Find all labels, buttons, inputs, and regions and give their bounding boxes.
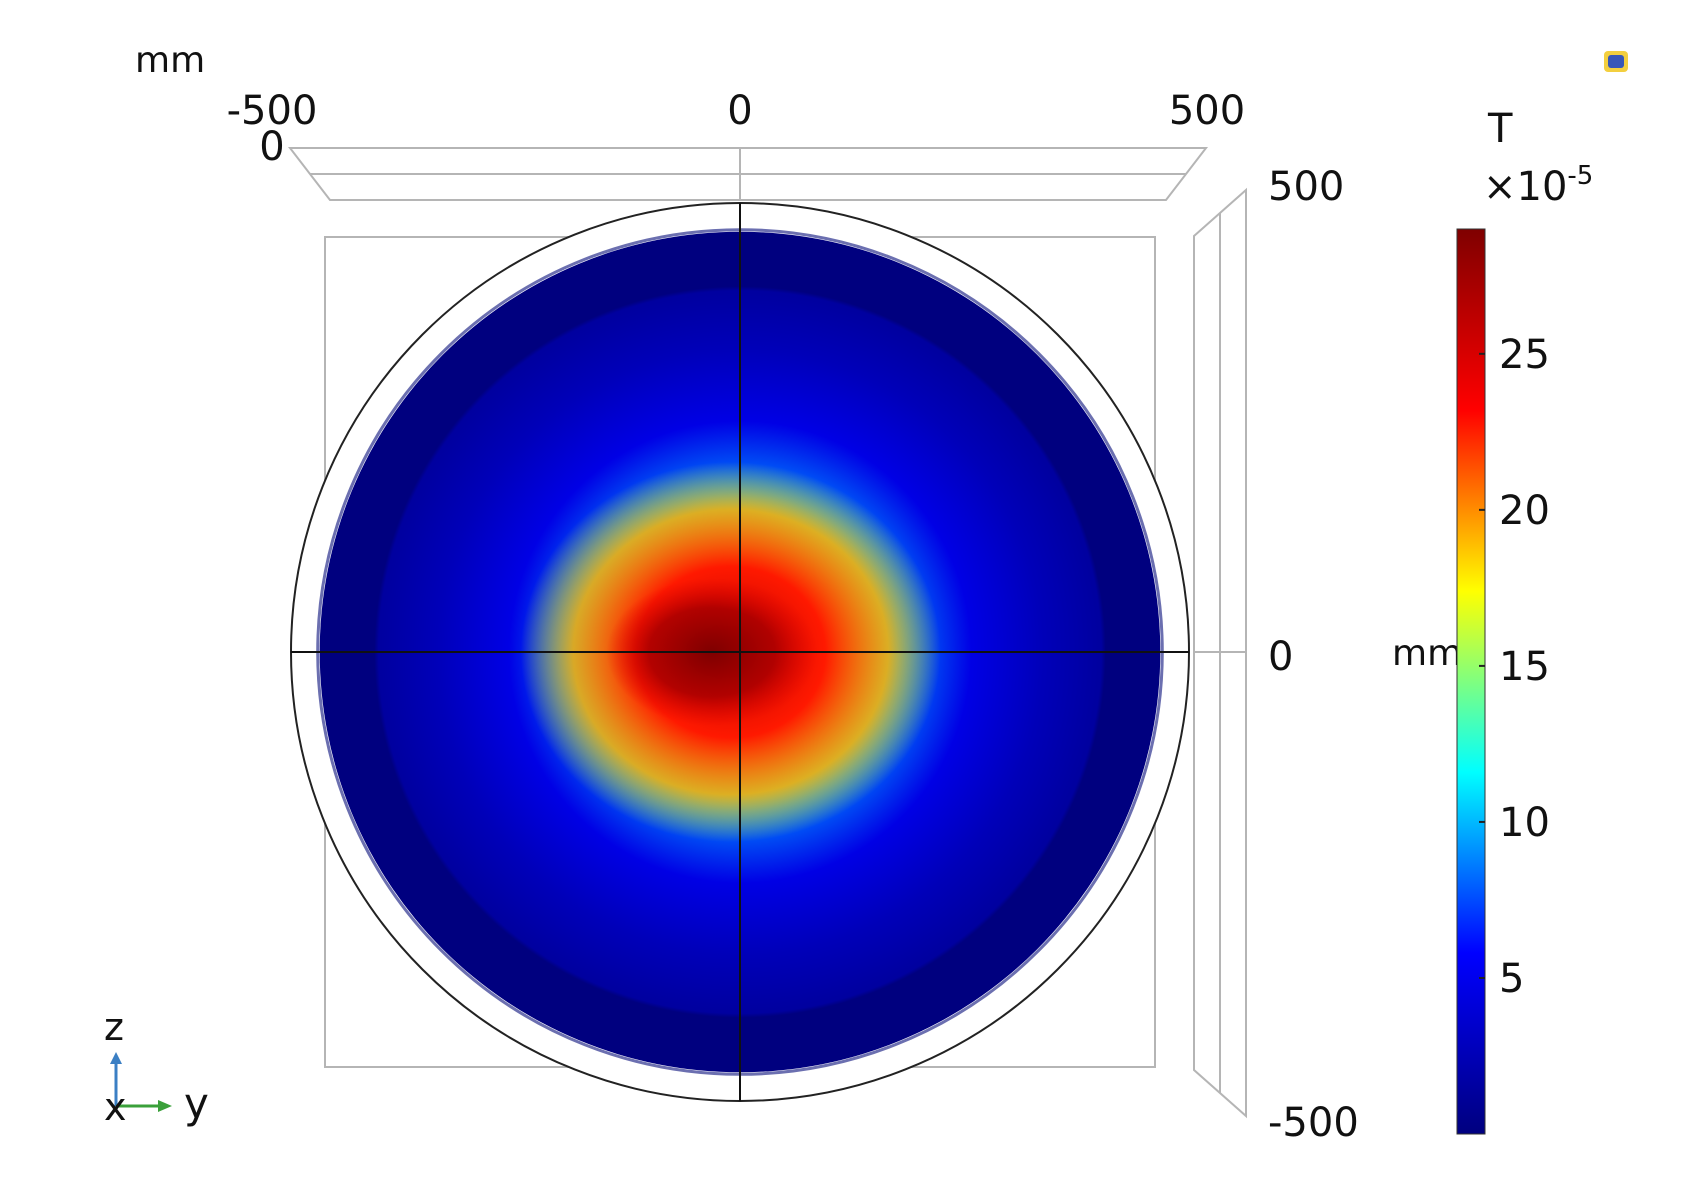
triad-z-arrowhead [110,1052,122,1064]
colorbar-gradient [1456,228,1486,1135]
triad-y-arrowhead [158,1100,172,1112]
right-perspective-frame [1193,187,1247,1119]
right-axis-unit: mm [1392,633,1462,674]
top-perspective-frame [287,147,1209,201]
colorbar-multiplier-base: ×10 [1483,164,1567,210]
colorbar-tick-label: 5 [1499,956,1524,1002]
triad-x-label: x [104,1085,127,1129]
right-tick-mid: 0 [1268,634,1293,680]
colorbar-tick-label: 20 [1499,488,1550,534]
triad-z-label: z [104,1005,124,1049]
axis-triad: z y x [104,1005,209,1129]
colorbar-tick-label: 25 [1499,332,1550,378]
colorbar-ticks: 5 10 15 20 25 [1479,332,1550,1002]
colorbar-tick-label: 10 [1499,800,1550,846]
colorbar-unit: T [1487,106,1513,152]
triad-y-label: y [184,1079,209,1128]
crosshair [291,203,1189,1101]
top-tick-center: 0 [727,88,752,134]
right-tick-top: 500 [1268,164,1344,210]
view-toggle-icon[interactable] [1604,51,1628,72]
colorbar: T ×10-5 5 10 15 20 25 [1456,106,1593,1135]
colorbar-multiplier-exp: -5 [1567,161,1593,191]
right-tick-bottom: -500 [1268,1100,1359,1146]
top-tick-left: -500 [227,88,318,134]
colorbar-tick-label: 15 [1499,644,1550,690]
depth-tick: 0 [259,124,284,170]
top-tick-right: 500 [1169,88,1245,134]
top-axis-unit: mm [135,40,205,81]
colorbar-multiplier: ×10-5 [1483,161,1593,210]
